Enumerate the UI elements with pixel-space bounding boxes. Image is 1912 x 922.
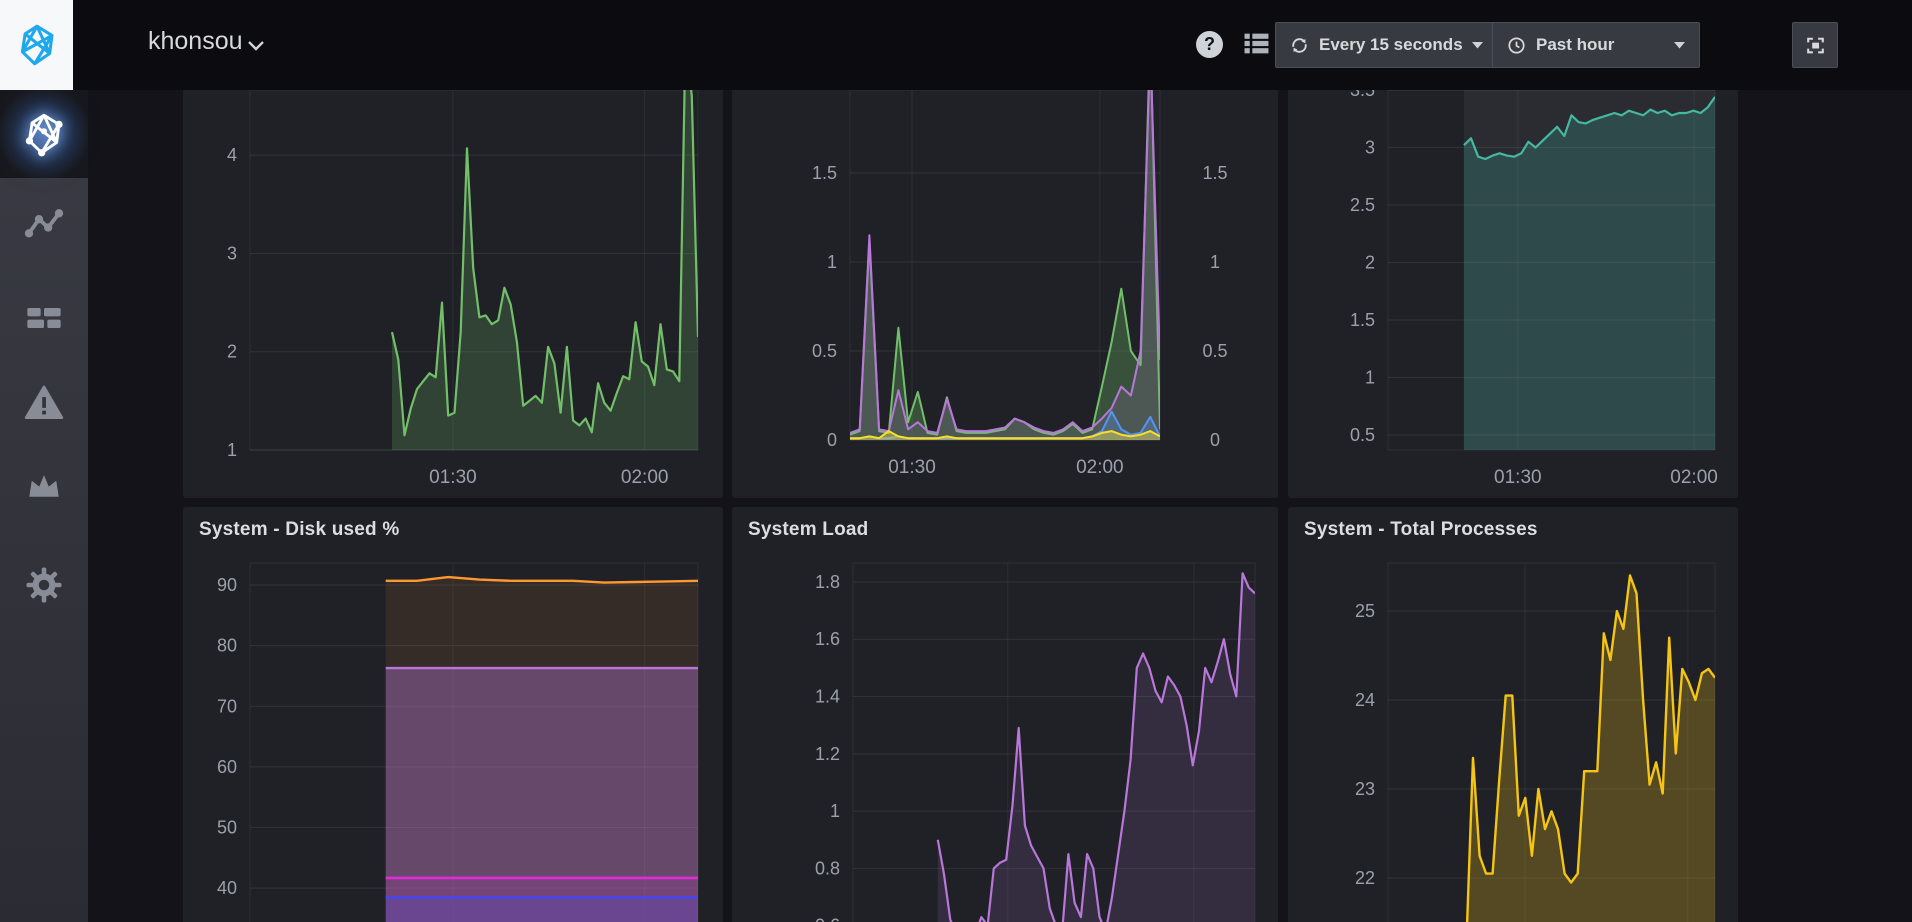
time-range-label: Past hour — [1536, 35, 1614, 55]
crown-icon — [23, 466, 65, 508]
clock-icon — [1506, 35, 1527, 56]
x-axis-tick-label: 01:30 — [888, 457, 936, 478]
panel-system-load: System Load 1.8 1.6 1.4 1.2 1 0.8 0.6 — [732, 507, 1278, 922]
chart-canvas[interactable]: 90 80 70 60 50 40 — [183, 507, 723, 922]
refresh-interval-label: Every 15 seconds — [1319, 35, 1463, 55]
sidebar — [0, 90, 88, 922]
y-axis-tick-label: 0 — [827, 430, 837, 450]
y-axis-tick-label: 1 — [827, 252, 837, 272]
top-navbar: khonsou ? Every 15 seconds — [0, 0, 1912, 90]
y-axis-tick-label: 1.5 — [812, 163, 837, 183]
y-axis-tick-label: 80 — [217, 636, 237, 656]
y-axis-tick-label: 25 — [1355, 601, 1375, 621]
time-range-button[interactable]: Past hour — [1492, 22, 1700, 68]
y-axis-tick-label: 60 — [217, 757, 237, 777]
chart-canvas[interactable]: 1.8 1.6 1.4 1.2 1 0.8 0.6 — [732, 507, 1278, 922]
netdata-logo-icon — [21, 111, 67, 157]
sidebar-item-alerts[interactable] — [0, 359, 88, 447]
series-fill-blue — [386, 897, 698, 922]
y-axis-tick-label: 1.5 — [1350, 310, 1375, 330]
y-axis-tick-label: 1 — [227, 440, 237, 460]
y-axis-right-tick-label: 0 — [1210, 430, 1220, 450]
refresh-interval-button[interactable]: Every 15 seconds — [1275, 22, 1498, 68]
x-axis-tick-label: 02:00 — [1670, 467, 1718, 488]
chart-canvas[interactable]: 25 24 23 22 — [1288, 507, 1738, 922]
y-axis-tick-label: 24 — [1355, 690, 1375, 710]
refresh-icon — [1289, 35, 1310, 56]
y-axis-tick-label: 0.5 — [812, 341, 837, 361]
y-axis-tick-label: 1.4 — [815, 687, 840, 707]
chevron-down-icon[interactable] — [247, 40, 265, 52]
series-fill-yellow — [1467, 576, 1716, 922]
sidebar-item-settings[interactable] — [0, 541, 88, 629]
sidebar-item-dashboards[interactable] — [0, 274, 88, 362]
y-axis-tick-label: 2 — [227, 342, 237, 362]
y-axis-tick-label: 0.8 — [815, 858, 840, 878]
y-axis-tick-label: 40 — [217, 878, 237, 898]
sidebar-item-plugins[interactable] — [0, 443, 88, 531]
metrics-icon — [24, 205, 64, 245]
alerts-icon — [23, 382, 65, 424]
y-axis-tick-label: 0.6 — [815, 916, 840, 922]
polyhedron-logo-icon — [14, 22, 60, 68]
caret-down-icon — [1674, 42, 1686, 49]
y-axis-tick-label: 1.8 — [815, 572, 840, 592]
y-axis-tick-label: 1.2 — [815, 744, 840, 764]
y-axis-tick-label: 22 — [1355, 868, 1375, 888]
y-axis-tick-label: 3 — [1365, 138, 1375, 158]
sidebar-item-metrics[interactable] — [0, 181, 88, 269]
panel-disk-used: System - Disk used % 90 80 70 60 50 40 — [183, 507, 723, 922]
app-logo[interactable] — [0, 0, 73, 90]
dashboard-root: 4 3 2 1 01:30 02:00 22 1.5 1.5 1 1 0.5 0.5 0 0 01:30 02… — [0, 0, 1912, 922]
y-axis-tick-label: 1.6 — [815, 629, 840, 649]
sidebar-item-home-active[interactable] — [0, 90, 88, 178]
y-axis-right-tick-label: 1 — [1210, 252, 1220, 272]
y-axis-tick-label: 23 — [1355, 779, 1375, 799]
y-axis-right-tick-label: 1.5 — [1202, 163, 1227, 183]
caret-down-icon — [1472, 42, 1484, 49]
kiosk-mode-button[interactable] — [1792, 22, 1838, 68]
x-axis-tick-label: 02:00 — [1076, 457, 1124, 478]
x-axis-tick-label: 01:30 — [1494, 467, 1542, 488]
y-axis-tick-label: 4 — [227, 145, 237, 165]
x-axis-tick-label: 01:30 — [429, 467, 477, 488]
panel-list-icon[interactable] — [1243, 30, 1270, 57]
series-fill-green — [850, 31, 1160, 441]
panel-title-system-load[interactable]: System Load — [748, 519, 868, 541]
panel-title-disk-used[interactable]: System - Disk used % — [199, 519, 399, 541]
panel-title-total-processes[interactable]: System - Total Processes — [1304, 519, 1538, 541]
y-axis-tick-label: 1 — [1365, 368, 1375, 388]
y-axis-tick-label: 2.5 — [1350, 195, 1375, 215]
y-axis-tick-label: 3 — [227, 243, 237, 263]
series-fill-green — [392, 37, 698, 450]
y-axis-tick-label: 1 — [830, 801, 840, 821]
fullscreen-icon — [1803, 33, 1828, 58]
y-axis-right-tick-label: 0.5 — [1202, 341, 1227, 361]
settings-gear-icon — [23, 564, 65, 606]
dashboards-icon — [24, 298, 64, 338]
help-icon[interactable]: ? — [1196, 31, 1223, 58]
y-axis-tick-label: 70 — [217, 696, 237, 716]
series-fill-purple — [938, 573, 1255, 922]
y-axis-tick-label: 90 — [217, 575, 237, 595]
dashboard-title-dropdown[interactable]: khonsou — [148, 27, 243, 56]
y-axis-tick-label: 50 — [217, 818, 237, 838]
y-axis-tick-label: 2 — [1365, 253, 1375, 273]
panel-total-processes: System - Total Processes 25 24 23 22 — [1288, 507, 1738, 922]
x-axis-tick-label: 02:00 — [621, 467, 669, 488]
y-axis-tick-label: 0.5 — [1350, 425, 1375, 445]
